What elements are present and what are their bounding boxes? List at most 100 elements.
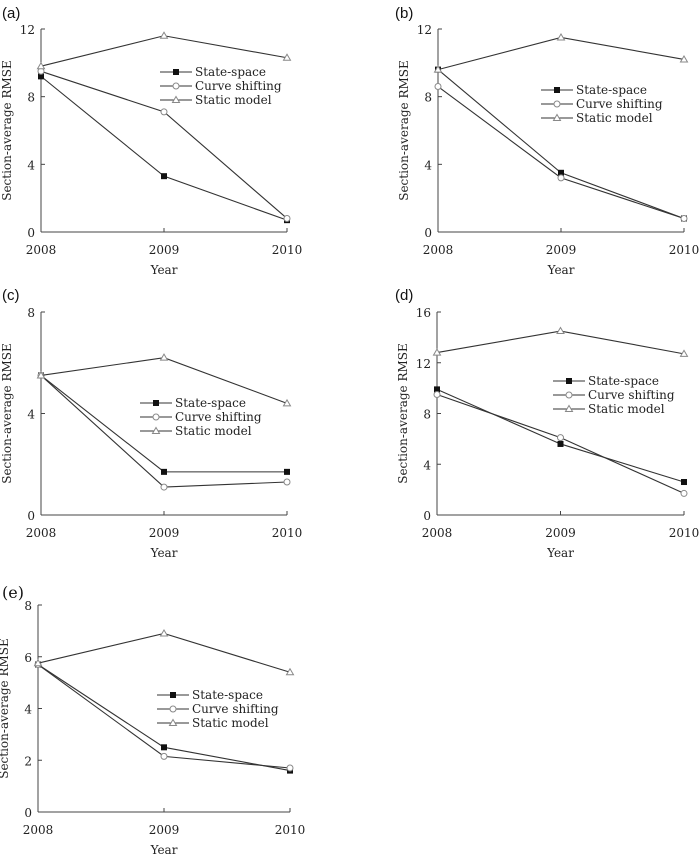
circle-marker [680, 214, 688, 222]
legend-entry: State-space [195, 65, 266, 79]
panel-label: (a) [2, 5, 20, 22]
square-marker [558, 169, 564, 176]
series-line-static-model [436, 330, 685, 355]
y-tick-label: 0 [27, 226, 35, 240]
y-tick-label: 4 [424, 158, 432, 172]
x-tick-label: 2010 [669, 243, 700, 257]
panel-label: (e) [2, 583, 24, 602]
square-marker [161, 173, 167, 180]
triangle-marker [556, 326, 565, 335]
square-marker [170, 692, 176, 698]
y-axis-label: Section-average RMSE [0, 343, 14, 484]
circle-marker [286, 764, 294, 772]
x-axis-label: Year [150, 843, 178, 855]
y-tick-label: 16 [416, 306, 431, 320]
triangle-marker [33, 658, 43, 667]
panel-d: (d) 0 4 8 12 16 2008 2009 2010 Year Section-averag… [395, 287, 699, 560]
panel-a: (a) 0 4 8 12 2008 2009 2010 Year Section-average … [0, 5, 302, 277]
triangle-marker [171, 95, 181, 103]
square-marker [153, 400, 159, 406]
x-axis-label: Year [150, 263, 178, 277]
x-axis-label: Year [547, 263, 575, 277]
circle-marker [433, 390, 441, 398]
triangle-marker [282, 53, 292, 61]
x-tick-label: 2008 [422, 526, 453, 540]
square-marker [173, 69, 179, 75]
y-tick-label: 0 [424, 226, 432, 240]
y-tick-label: 12 [416, 357, 431, 371]
square-marker [681, 479, 687, 486]
y-tick-label: 4 [27, 408, 35, 422]
triangle-marker [282, 398, 292, 407]
circle-marker [169, 705, 177, 713]
square-marker [161, 468, 167, 475]
x-tick-label: 2008 [26, 243, 57, 257]
panel-b: (b) 0 4 8 12 2008 2009 2010 Year Section-average … [395, 5, 699, 277]
y-tick-label: 8 [27, 91, 35, 105]
circle-marker [152, 413, 160, 421]
x-tick-label: 2010 [275, 823, 306, 837]
x-tick-label: 2009 [546, 243, 577, 257]
triangle-marker [36, 61, 46, 70]
circle-marker [172, 82, 180, 90]
triangle-marker [556, 32, 566, 41]
x-tick-label: 2010 [272, 526, 303, 540]
y-tick-label: 0 [423, 509, 431, 523]
y-axis-label: Section-average RMSE [0, 60, 14, 201]
legend-entry: Static model [192, 716, 269, 730]
y-tick-label: 0 [24, 806, 32, 820]
x-tick-label: 2009 [149, 526, 180, 540]
legend-entry: Static model [588, 402, 665, 416]
legend-entry: State-space [175, 396, 246, 410]
square-marker [434, 386, 440, 393]
panel-label: (c) [2, 287, 20, 304]
triangle-marker [679, 54, 689, 63]
y-tick-label: 8 [424, 91, 432, 105]
legend-entry: Static model [175, 424, 252, 438]
y-axis-label: Section-average RMSE [396, 343, 410, 484]
series-line-static-model [40, 357, 288, 404]
square-marker [566, 378, 572, 384]
x-tick-label: 2010 [669, 526, 700, 540]
y-tick-label: 4 [27, 158, 35, 172]
series-line-static-model [40, 35, 288, 67]
y-tick-label: 8 [423, 408, 431, 422]
x-axis-label: Year [150, 546, 178, 560]
series-line-static-model [37, 632, 291, 673]
legend-entry: Curve shifting [576, 97, 663, 111]
circle-marker [160, 108, 168, 116]
panel-label: (b) [395, 5, 413, 22]
triangle-marker [679, 349, 689, 357]
circle-marker [434, 83, 442, 91]
circle-marker [680, 489, 688, 497]
x-tick-label: 2009 [149, 243, 180, 257]
triangle-marker [36, 370, 46, 379]
triangle-marker [168, 718, 178, 726]
circle-marker [283, 478, 291, 486]
y-tick-label: 8 [27, 306, 35, 320]
x-axis-label: Year [546, 546, 574, 560]
legend-entry: State-space [576, 83, 647, 97]
circle-marker [283, 214, 291, 222]
legend-entry: State-space [192, 688, 263, 702]
y-tick-label: 2 [24, 754, 32, 768]
x-tick-label: 2008 [26, 526, 57, 540]
triangle-marker [159, 353, 169, 361]
y-axis-label: Section-average RMSE [397, 60, 411, 201]
y-tick-label: 4 [24, 703, 32, 717]
y-axis-label: Section-average RMSE [0, 638, 11, 779]
triangle-marker [432, 348, 442, 356]
triangle-marker [159, 628, 169, 637]
x-tick-label: 2008 [423, 243, 454, 257]
y-tick-label: 12 [417, 23, 432, 37]
legend-entry: State-space [588, 374, 659, 388]
panel-e: (e) 0 2 4 6 8 2008 2009 2010 Year Section-average … [0, 583, 305, 855]
triangle-marker [433, 65, 443, 73]
legend-entry: Curve shifting [195, 79, 282, 93]
triangle-marker [159, 31, 169, 39]
legend-entry: Curve shifting [588, 388, 675, 402]
series-line-static-model [437, 36, 685, 71]
panel-label: (d) [395, 287, 413, 304]
y-tick-label: 6 [24, 651, 32, 665]
